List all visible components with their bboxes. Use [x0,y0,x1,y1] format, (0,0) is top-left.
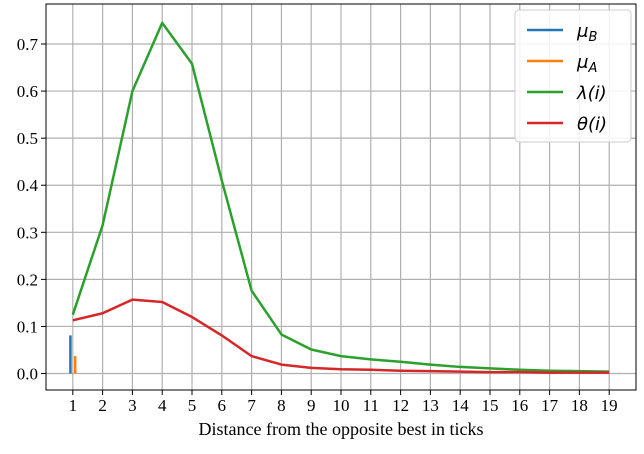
x-tick-label: 19 [601,396,618,415]
x-tick-label: 12 [392,396,409,415]
legend-label-main: θ(i) [577,114,607,135]
x-tick-label: 4 [158,396,167,415]
series-layer [69,21,610,374]
x-tick-label: 11 [363,396,379,415]
y-tick-label: 0.7 [17,35,39,54]
x-tick-label: 7 [247,396,256,415]
y-tick-label: 0.1 [17,317,38,336]
x-axis-label: Distance from the opposite best in ticks [199,419,484,439]
legend-label-main: λ(i) [576,83,607,104]
y-tick-label: 0.0 [17,365,38,384]
x-tick-label: 9 [307,396,316,415]
legend-label-main: μ [576,52,588,73]
x-tick-label: 16 [511,396,528,415]
series-line-3 [72,298,610,374]
series-line-2 [71,21,610,373]
x-tick-label: 10 [333,396,350,415]
ticks: 1 2 3 4 5 6 7 8 9 10 11 12 13 14 15 16 17 18 190.00.10.20.… [17,35,618,415]
y-tick-label: 0.5 [17,129,38,148]
grid [46,4,636,390]
x-tick-label: 17 [541,396,559,415]
x-tick-label: 18 [571,396,588,415]
x-tick-label: 15 [481,396,498,415]
x-tick-label: 5 [188,396,197,415]
legend-label-subscript: A [587,61,597,76]
y-tick-label: 0.2 [17,270,38,289]
legend-label-subscript: B [588,30,597,45]
legend-label: λ(i) [576,83,607,104]
legend-label-main: μ [576,21,588,42]
y-tick-label: 0.6 [17,82,38,101]
legend-label: μA [576,52,597,76]
x-tick-label: 1 [69,396,78,415]
legend-box [514,9,632,143]
x-tick-label: 13 [422,396,439,415]
x-tick-label: 2 [98,396,107,415]
x-tick-label: 3 [128,396,137,415]
x-tick-label: 14 [452,396,470,415]
legend-label: θ(i) [577,114,607,135]
y-tick-label: 0.4 [17,176,39,195]
x-tick-label: 6 [218,396,227,415]
legend-label: μB [576,21,597,45]
y-tick-label: 0.3 [17,223,38,242]
x-tick-label: 8 [277,396,286,415]
